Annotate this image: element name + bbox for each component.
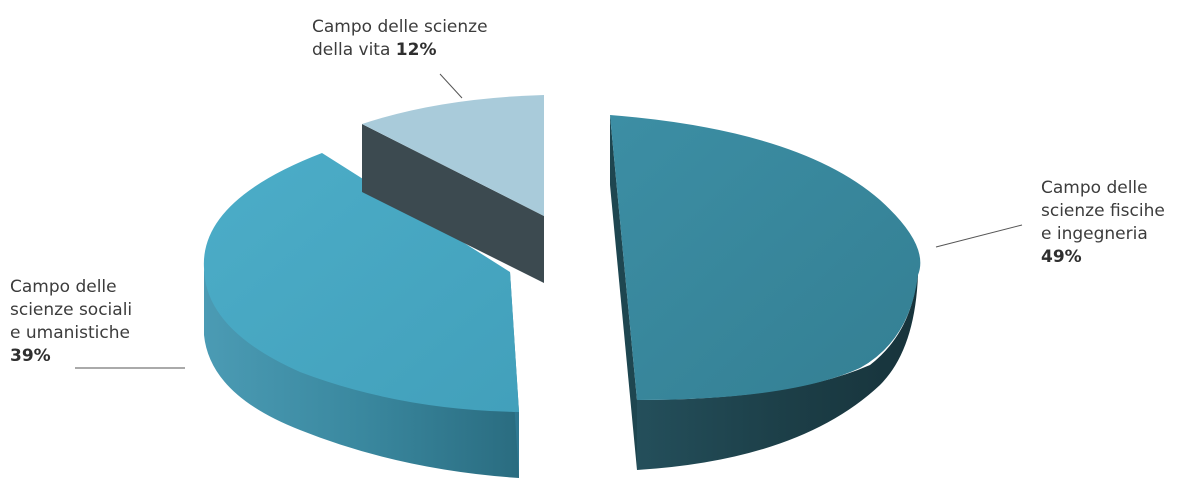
label-physical-sciences-line-2: scienze fiscihe xyxy=(1041,201,1165,221)
label-life-sciences-value: 12% xyxy=(395,40,437,60)
label-physical-sciences: Campo delle scienze fiscihe e ingegneria… xyxy=(1041,177,1165,269)
slice-life-sciences-top xyxy=(362,95,544,216)
slice-life-sciences xyxy=(362,95,544,283)
label-physical-sciences-line-1: Campo delle xyxy=(1041,178,1148,198)
label-social-sciences: Campo delle scienze sociali e umanistich… xyxy=(10,276,132,368)
label-physical-sciences-line-3: e ingegneria xyxy=(1041,224,1148,244)
slice-social-sciences-top xyxy=(203,153,519,412)
slice-physical-sciences-side xyxy=(637,265,918,470)
slice-physical-sciences-cut-face xyxy=(610,115,637,470)
slice-physical-sciences xyxy=(610,115,921,470)
label-social-sciences-line-1: Campo delle xyxy=(10,277,117,297)
slice-physical-sciences-top xyxy=(610,115,921,400)
label-physical-sciences-value: 49% xyxy=(1041,247,1082,267)
leader-line-life-sciences xyxy=(439,73,463,99)
slice-life-sciences-cut-face xyxy=(362,124,544,283)
label-social-sciences-line-2: scienze sociali xyxy=(10,300,133,320)
label-social-sciences-line-3: e umanistiche xyxy=(10,323,130,343)
label-life-sciences-line-1: Campo delle scienze xyxy=(312,17,488,37)
slice-social-sciences xyxy=(203,153,519,478)
label-life-sciences-line-2: della vita 12% xyxy=(312,40,437,60)
label-life-sciences: Campo delle scienze della vita 12% xyxy=(312,16,488,62)
label-social-sciences-value: 39% xyxy=(10,346,51,366)
slice-social-sciences-side xyxy=(204,268,519,478)
leader-line-physical-sciences xyxy=(935,224,1023,248)
